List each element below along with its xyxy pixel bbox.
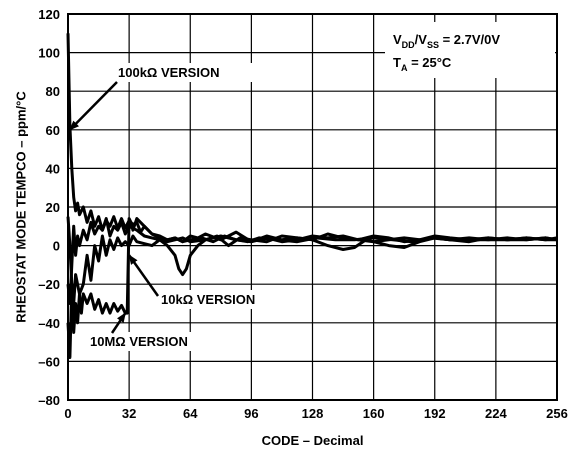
x-tick-label: 128 (302, 406, 324, 421)
y-tick-labels: 120 100 80 60 40 20 0 –20 –40 –60 –80 (38, 7, 60, 408)
y-axis-title: RHEOSTAT MODE TEMPCO – ppm/°C (13, 91, 28, 323)
annotation-100k-bg (115, 63, 255, 82)
x-tick-label: 96 (244, 406, 258, 421)
y-tick-label: 80 (46, 84, 60, 99)
y-tick-label: 20 (46, 200, 60, 215)
annotation-100k: 100kΩ VERSION (118, 65, 219, 80)
series-layer (66, 33, 558, 359)
series-10m-line (66, 217, 558, 359)
y-tick-label: –80 (38, 393, 60, 408)
vdd-sub: DD (402, 40, 415, 50)
vss-main: /V (415, 32, 428, 47)
conditions-box (385, 22, 555, 78)
temperature-label: TA = 25°C (393, 55, 452, 73)
annotation-100k-arrow (69, 81, 118, 131)
x-tick-labels: 0 32 64 96 128 160 192 224 256 (64, 406, 567, 421)
ta-main: T (393, 55, 401, 70)
plot-frame (67, 13, 558, 401)
vdd-main: V (393, 32, 402, 47)
x-tick-label: 256 (546, 406, 568, 421)
series-10k-line (66, 216, 558, 305)
grid-lines (67, 13, 558, 401)
annotation-10m: 10MΩ VERSION (90, 334, 188, 349)
x-tick-label: 224 (485, 406, 507, 421)
x-tick-label: 64 (183, 406, 198, 421)
y-tick-label: 0 (53, 239, 60, 254)
x-axis-title: CODE – Decimal (262, 433, 364, 448)
supply-voltage-label: VDD/VSS = 2.7V/0V (393, 32, 500, 50)
x-tick-label: 160 (363, 406, 385, 421)
x-tick-label: 192 (424, 406, 446, 421)
y-tick-label: 60 (46, 123, 60, 138)
annotation-10k-arrow (128, 254, 160, 297)
series-extra-line (66, 217, 557, 305)
annotation-10m-arrow (110, 312, 127, 334)
y-tick-label: 120 (38, 7, 60, 22)
x-tick-label: 0 (64, 406, 71, 421)
y-tick-label: –40 (38, 316, 60, 331)
vss-sub: SS (427, 40, 439, 50)
y-tick-label: 100 (38, 46, 60, 61)
supply-value: = 2.7V/0V (439, 32, 500, 47)
annotation-10k-bg (158, 290, 282, 309)
ta-sub: A (401, 63, 408, 73)
y-tick-label: 40 (46, 161, 60, 176)
y-tick-label: –20 (38, 277, 60, 292)
ta-value: = 25°C (407, 55, 451, 70)
y-tick-label: –60 (38, 354, 60, 369)
x-tick-label: 32 (122, 406, 136, 421)
annotation-10m-bg (87, 332, 215, 351)
annotation-10k: 10kΩ VERSION (161, 292, 255, 307)
